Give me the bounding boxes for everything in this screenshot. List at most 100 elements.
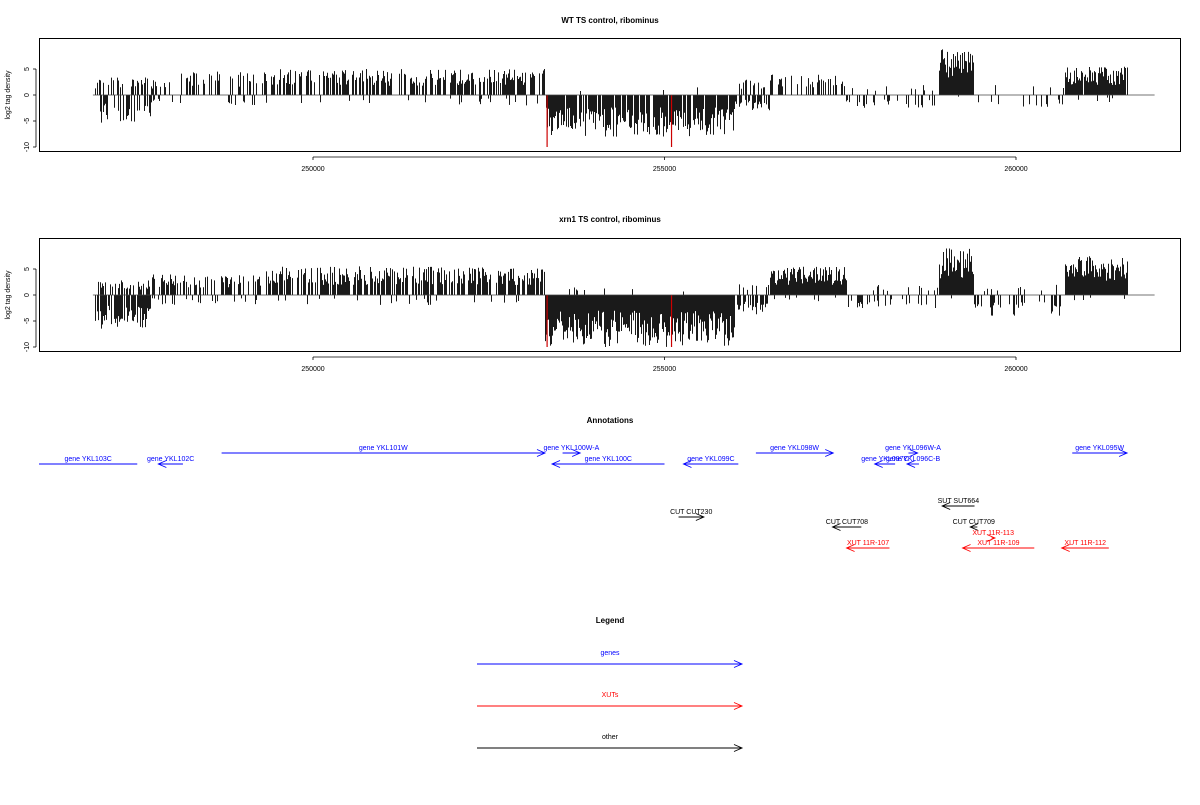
arrow-head: [157, 460, 167, 468]
feature-other: CUT CUT230: [670, 509, 712, 521]
arrow-head: [941, 502, 951, 510]
x-tick-label: 250000: [301, 166, 324, 173]
annotations-title: Annotations: [587, 416, 634, 425]
feature-gene: gene YKL096C-B: [886, 456, 941, 468]
arrow-head: [873, 460, 883, 468]
feature-label: gene YKL095W: [1075, 445, 1124, 452]
feature-gene: gene YKL095W: [1072, 445, 1129, 457]
plot-title: xrn1 TS control, ribominus: [559, 215, 661, 224]
y-axis-label: log2 tag density: [5, 270, 12, 320]
y-tick-label: 5: [24, 67, 31, 71]
xrn1-coverage-plot: xrn1 TS control, ribominus log2 tag dens…: [5, 215, 1181, 373]
legend: Legend genes XUTs other: [477, 616, 744, 752]
feature-list: gene YKL103C gene YKL102C gene YKL101W gene…: [39, 445, 1129, 552]
arrow-head: [682, 460, 692, 468]
y-axis-ticks: -10 -5 0 5: [24, 267, 37, 352]
feature-gene: gene YKL100W-A: [543, 445, 600, 457]
coverage-bars: [92, 248, 1155, 347]
feature-label: gene YKL103C: [64, 456, 111, 463]
wt-coverage-plot: WT TS control, ribominus log2 tag densit…: [5, 16, 1181, 173]
y-axis-label: log2 tag density: [5, 70, 12, 120]
feature-other: CUT CUT709: [953, 519, 995, 531]
annotations-track: Annotations gene YKL103C gene YKL102Cgene…: [39, 416, 1129, 552]
feature-gene: gene YKL100C: [550, 456, 665, 468]
feature-label: XUT 11R-107: [847, 540, 889, 547]
legend-label: genes: [600, 650, 620, 657]
feature-label: SUT SUT664: [938, 498, 980, 505]
x-tick-label: 255000: [653, 366, 676, 373]
feature-label: CUT CUT230: [670, 509, 712, 516]
feature-label: CUT CUT709: [953, 519, 995, 526]
x-tick-label: 260000: [1004, 166, 1027, 173]
legend-items: genes XUTs other: [477, 650, 744, 752]
coverage-bars: [92, 49, 1155, 147]
arrow-head: [831, 523, 841, 531]
x-axis-ticks: 250000 255000 260000: [301, 156, 1028, 173]
y-tick-label: 0: [24, 93, 31, 97]
feature-xut: XUT 11R-112: [1060, 540, 1109, 552]
feature-gene: gene YKL097C: [861, 456, 909, 468]
feature-label: gene YKL101W: [359, 445, 408, 452]
legend-item: XUTs: [477, 692, 744, 710]
x-tick-label: 250000: [301, 366, 324, 373]
y-tick-label: -10: [24, 142, 31, 152]
legend-item: other: [477, 734, 744, 752]
feature-xut: XUT 11R-109: [961, 540, 1035, 552]
legend-label: XUTs: [602, 692, 619, 699]
arrow-head: [536, 449, 547, 457]
feature-label: XUT 11R-109: [977, 540, 1019, 547]
y-axis-ticks: -10 -5 0 5: [24, 67, 37, 152]
arrow-head: [1060, 544, 1070, 552]
feature-label: CUT CUT708: [826, 519, 868, 526]
feature-gene: gene YKL102C: [147, 456, 194, 468]
arrow-head: [550, 460, 561, 468]
feature-gene: gene YKL101W: [221, 445, 547, 457]
y-tick-label: -5: [24, 318, 31, 324]
arrow-head: [825, 449, 835, 457]
legend-title: Legend: [596, 616, 625, 625]
x-tick-label: 260000: [1004, 366, 1027, 373]
y-tick-label: 5: [24, 267, 31, 271]
feature-label: gene YKL100C: [585, 456, 632, 463]
feature-label: gene YKL096W-A: [885, 445, 941, 452]
x-tick-label: 255000: [653, 166, 676, 173]
feature-gene: gene YKL103C: [39, 456, 138, 465]
y-tick-label: -10: [24, 342, 31, 352]
legend-item: genes: [477, 650, 744, 668]
feature-label: gene YKL097C: [861, 456, 908, 463]
feature-label: gene YKL099C: [687, 456, 734, 463]
arrow-head: [986, 534, 997, 542]
legend-label: other: [602, 734, 619, 741]
x-axis-ticks: 250000 255000 260000: [301, 356, 1028, 373]
feature-label: gene YKL098W: [770, 445, 819, 452]
arrow-head: [695, 513, 705, 521]
arrow-head: [961, 544, 971, 552]
arrow-head: [909, 449, 919, 457]
arrow-head: [733, 702, 744, 710]
arrow-head: [733, 744, 744, 752]
feature-xut: XUT 11R-113: [972, 530, 1014, 542]
plot-frame: [39, 238, 1181, 352]
feature-other: SUT SUT664: [938, 498, 980, 510]
feature-xut: XUT 11R-107: [845, 540, 890, 552]
feature-other: CUT CUT708: [826, 519, 868, 531]
feature-gene: gene YKL096W-A: [885, 445, 941, 457]
arrow-head: [1118, 449, 1129, 457]
arrow-head: [905, 460, 916, 468]
arrow-head: [733, 660, 744, 668]
arrow-head: [845, 544, 855, 552]
feature-gene: gene YKL098W: [755, 445, 835, 457]
feature-label: gene YKL096C-B: [886, 456, 941, 463]
y-tick-label: 0: [24, 293, 31, 297]
feature-label: gene YKL100W-A: [543, 445, 599, 452]
feature-label: XUT 11R-113: [972, 530, 1014, 537]
plot-title: WT TS control, ribominus: [561, 16, 659, 25]
feature-label: gene YKL102C: [147, 456, 194, 463]
arrow-head: [571, 449, 582, 457]
feature-gene: gene YKL099C: [682, 456, 739, 468]
feature-label: XUT 11R-112: [1064, 540, 1106, 547]
y-tick-label: -5: [24, 118, 31, 124]
arrow-head: [969, 523, 979, 531]
plot-frame: [39, 38, 1181, 152]
